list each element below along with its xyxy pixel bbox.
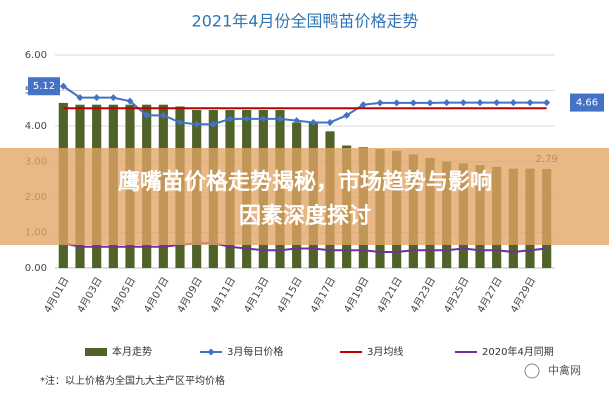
legend-marker bbox=[207, 348, 215, 356]
line-marker bbox=[93, 94, 101, 102]
line-marker bbox=[393, 99, 401, 107]
line-marker bbox=[509, 99, 517, 107]
y-tick-label: 6.00 bbox=[25, 50, 47, 61]
legend-label: 2020年4月同期 bbox=[482, 345, 554, 358]
line-marker bbox=[126, 97, 134, 105]
legend-label: 本月走势 bbox=[112, 345, 152, 358]
line-marker bbox=[459, 99, 467, 107]
line-marker bbox=[309, 118, 317, 126]
line-marker bbox=[159, 111, 167, 119]
line-marker bbox=[426, 99, 434, 107]
line-marker bbox=[193, 120, 201, 128]
line-marker bbox=[276, 115, 284, 123]
line-marker bbox=[259, 115, 267, 123]
legend-swatch bbox=[85, 348, 107, 356]
line-marker bbox=[143, 111, 151, 119]
line-marker bbox=[376, 99, 384, 107]
line-marker bbox=[293, 117, 301, 125]
line-marker bbox=[243, 115, 251, 123]
watermark: 中禽网 bbox=[548, 363, 581, 377]
line-marker bbox=[226, 115, 234, 123]
watermark-icon bbox=[524, 363, 540, 379]
line-marker bbox=[59, 82, 67, 90]
legend-label: 3月均线 bbox=[367, 345, 403, 358]
line-marker bbox=[109, 94, 117, 102]
line-marker bbox=[343, 111, 351, 119]
line-marker bbox=[476, 99, 484, 107]
line-marker bbox=[359, 101, 367, 109]
legend-label: 3月每日价格 bbox=[227, 345, 283, 358]
line-marker bbox=[326, 118, 334, 126]
line bbox=[63, 242, 547, 254]
y-tick-label: 0.00 bbox=[25, 263, 47, 274]
headline: 鹰嘴苗价格走势揭秘，市场趋势与影响 bbox=[118, 169, 492, 195]
line-marker bbox=[526, 99, 534, 107]
chart-title: 2021年4月份全国鸭苗价格走势 bbox=[192, 12, 419, 31]
data-label: 4.66 bbox=[576, 98, 598, 109]
line-marker bbox=[443, 99, 451, 107]
line-marker bbox=[409, 99, 417, 107]
line-marker bbox=[209, 120, 217, 128]
headline: 因素深度探讨 bbox=[239, 203, 371, 229]
line-marker bbox=[493, 99, 501, 107]
note: *注：以上价格为全国九大主产区平均价格 bbox=[40, 374, 225, 387]
line-marker bbox=[543, 99, 551, 107]
callout-box bbox=[570, 93, 604, 112]
y-tick-label: 4.00 bbox=[25, 121, 47, 132]
banner bbox=[0, 148, 609, 245]
line-marker bbox=[176, 118, 184, 126]
callout-box bbox=[28, 77, 60, 96]
line-marker bbox=[76, 94, 84, 102]
data-label: 5.12 bbox=[33, 81, 55, 92]
